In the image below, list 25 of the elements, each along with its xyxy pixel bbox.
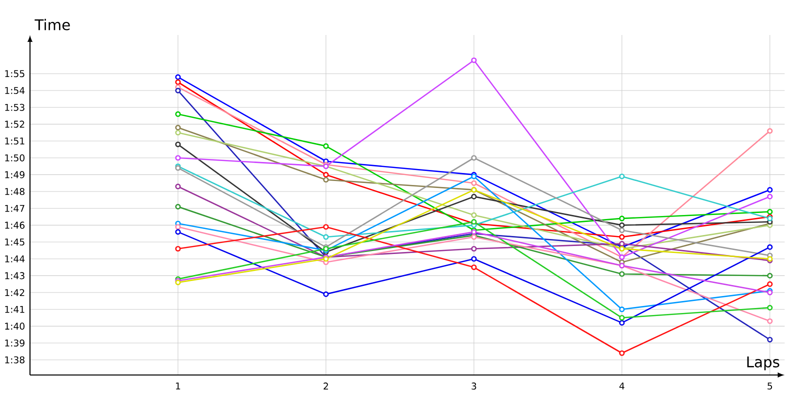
y-tick-label: 1:51 xyxy=(5,138,24,144)
y-tick-label: 1:42 xyxy=(5,289,24,296)
y-tick-label: 1:45 xyxy=(5,238,24,246)
y-tick-label: 1:40 xyxy=(5,322,24,330)
y-tick-label: 1:54 xyxy=(5,87,25,94)
x-tick-label: 1 xyxy=(176,382,180,390)
y-tick-label: 1:53 xyxy=(5,104,24,111)
y-tick-label: 1:49 xyxy=(5,171,24,178)
y-tick-label: 1:43 xyxy=(5,272,24,280)
y-tick-label: 1:46 xyxy=(5,222,25,229)
y-axis-title: Time xyxy=(34,18,70,30)
y-tick-label: 1:41 xyxy=(5,306,24,313)
y-tick-label: 1:38 xyxy=(5,356,24,364)
y-tick-label: 1:50 xyxy=(5,154,24,162)
y-tick-label: 1:55 xyxy=(5,70,24,78)
y-tick-label: 1:39 xyxy=(5,339,24,347)
y-tick-label: 1:48 xyxy=(5,188,24,196)
y-tick-label: 1:52 xyxy=(5,120,24,128)
x-tick-label: 2 xyxy=(324,382,328,390)
y-tick-label: 1:47 xyxy=(5,204,24,212)
x-axis-title: Laps xyxy=(747,356,780,370)
x-tick-label: 4 xyxy=(619,382,624,390)
x-tick-label: 3 xyxy=(472,382,476,390)
x-tick-label: 5 xyxy=(768,382,772,390)
y-tick-label: 1:44 xyxy=(5,255,25,262)
